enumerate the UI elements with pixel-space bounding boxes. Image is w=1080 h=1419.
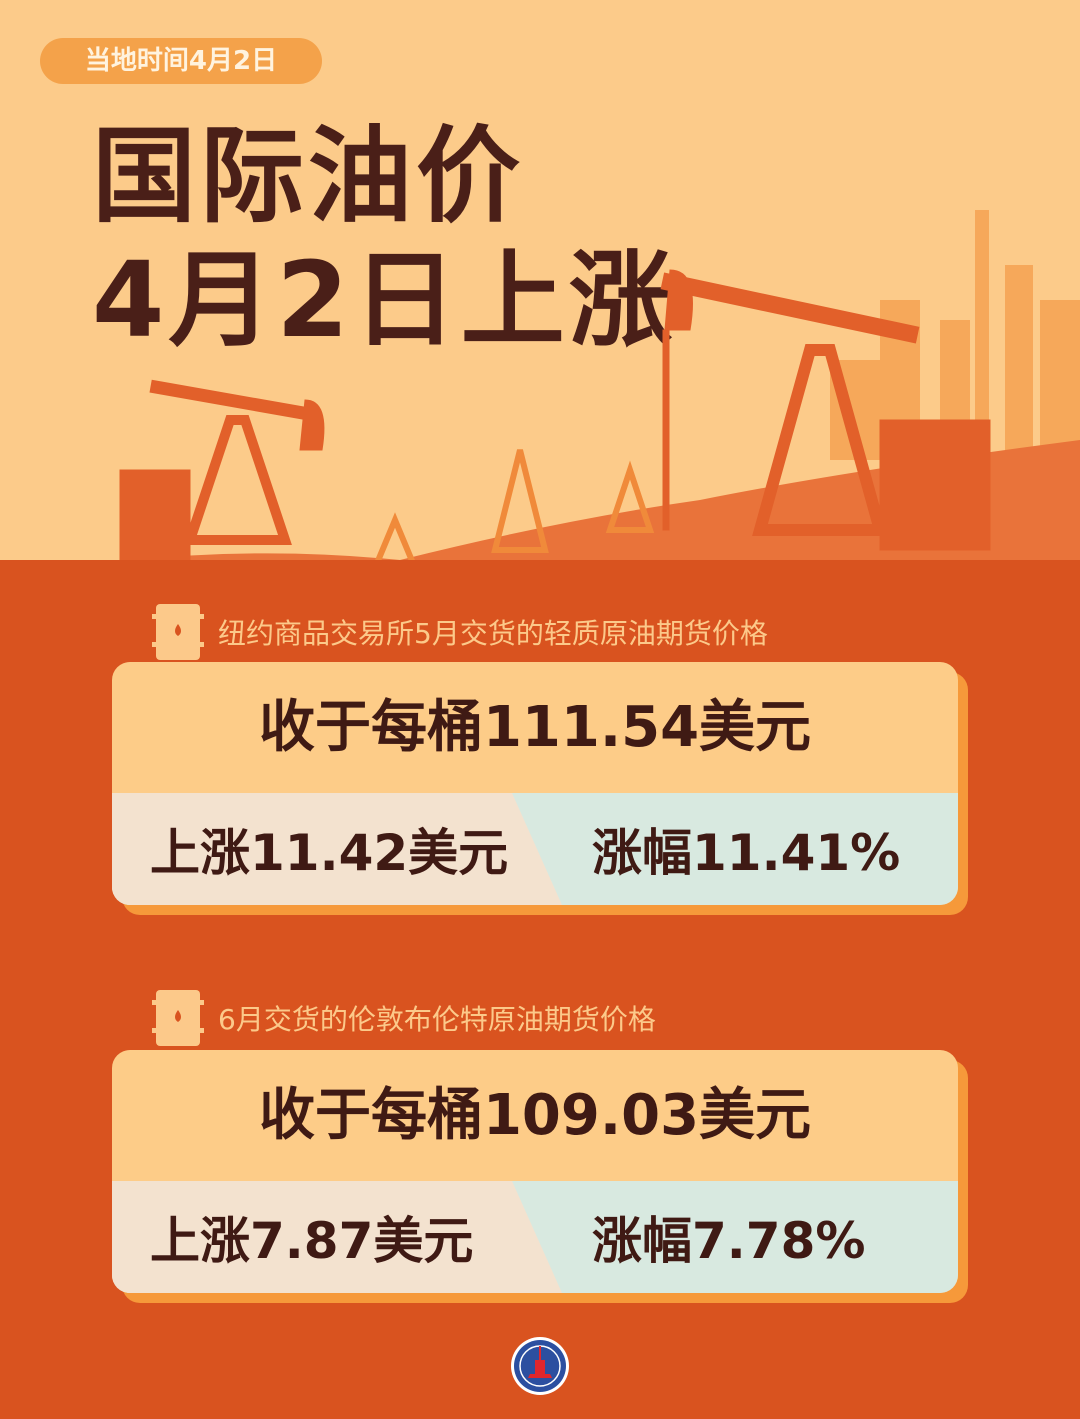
price-card-brent: 收于每桶109.03美元 上涨7.87美元 涨幅7.78%: [112, 1050, 968, 1303]
title-line-2: 4月2日上涨: [92, 239, 677, 361]
rise-amount: 上涨11.42美元: [150, 824, 509, 882]
close-price: 收于每桶111.54美元: [258, 695, 812, 760]
refinery-silhouette: [830, 210, 1080, 460]
xinhua-logo: [511, 1337, 569, 1395]
price-card-wti: 收于每桶111.54美元 上涨11.42美元 涨幅11.41%: [112, 662, 968, 915]
rise-percent: 涨幅11.41%: [592, 824, 901, 882]
close-price: 收于每桶109.03美元: [258, 1083, 812, 1148]
oil-barrel-icon: [152, 990, 204, 1046]
rise-percent: 涨幅7.78%: [592, 1212, 866, 1270]
pumpjack-left: [119, 379, 325, 561]
rise-amount: 上涨7.87美元: [150, 1212, 474, 1270]
oil-field-illustration: [0, 210, 1080, 620]
section-2-label: 6月交货的伦敦布伦特原油期货价格: [218, 1003, 656, 1036]
section-1-label: 纽约商品交易所5月交货的轻质原油期货价格: [218, 617, 768, 650]
date-badge: 当地时间4月2日: [40, 38, 322, 84]
pumpjack-large: [660, 269, 991, 551]
title-line-1: 国际油价: [92, 115, 525, 237]
oil-barrel-icon: [152, 604, 204, 660]
